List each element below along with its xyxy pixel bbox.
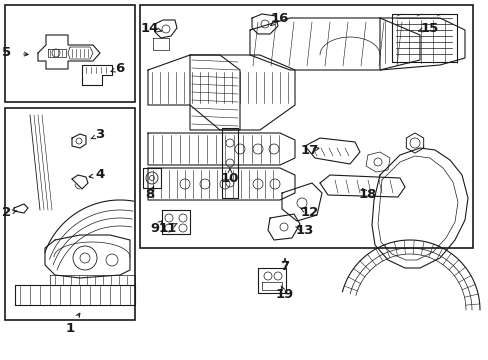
Text: 4: 4 (95, 168, 104, 181)
Text: 1: 1 (65, 321, 74, 334)
Text: 14: 14 (141, 22, 159, 35)
Text: 12: 12 (300, 207, 319, 220)
Bar (5, 108, 135, 320)
Text: 10: 10 (221, 171, 239, 184)
Text: 19: 19 (275, 288, 293, 302)
Text: 15: 15 (420, 22, 438, 35)
Text: 16: 16 (270, 12, 288, 24)
Bar (5, 5, 135, 102)
Text: 5: 5 (2, 45, 12, 58)
Text: 11: 11 (159, 221, 177, 234)
Text: 18: 18 (358, 189, 376, 202)
Text: 7: 7 (280, 261, 289, 274)
Bar (140, 5, 472, 248)
Text: 2: 2 (2, 207, 12, 220)
Text: 3: 3 (95, 129, 104, 141)
Text: 9: 9 (150, 221, 159, 234)
Text: 17: 17 (300, 144, 319, 157)
Text: 6: 6 (115, 62, 124, 75)
Text: 13: 13 (295, 224, 314, 237)
Text: 8: 8 (145, 189, 154, 202)
